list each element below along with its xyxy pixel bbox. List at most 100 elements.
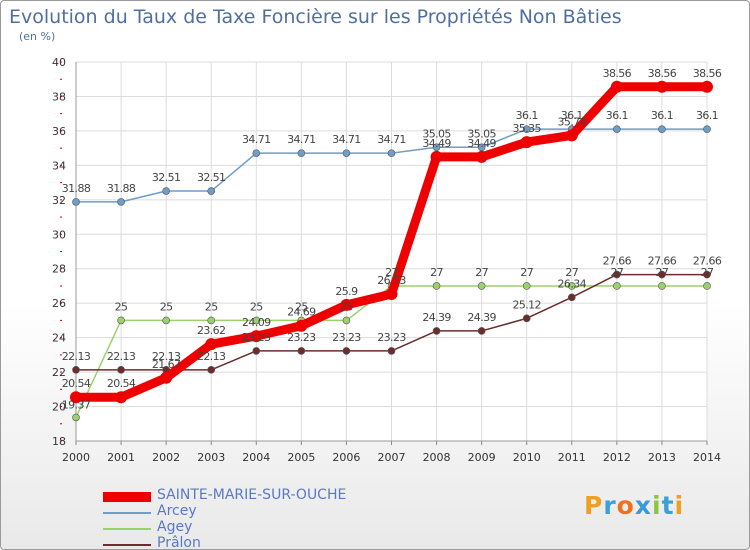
data-point-pr-lon [477,327,486,335]
legend-swatch [103,512,151,514]
data-label-sainte-marie-sur-ouche: 26.53 [377,274,406,287]
x-tick-label: 2001 [107,451,135,464]
y-tick-label: 36 [52,125,66,138]
proxiti-logo: Proxiti [584,491,685,520]
x-tick-label: 2014 [693,451,721,464]
data-label-pr-lon: 23.23 [377,331,406,344]
data-label-arcey: 31.88 [62,182,91,195]
data-label-pr-lon: 27.66 [693,255,722,268]
data-label-arcey: 34.71 [377,133,406,146]
data-point-arcey [522,125,531,133]
data-label-sainte-marie-sur-ouche: 38.56 [648,67,677,80]
data-point-pr-lon [432,327,441,335]
data-label-agey: 27 [520,266,533,279]
y-tick-label: 22 [52,366,66,379]
data-point-agey [342,316,351,325]
data-point-sainte-marie-sur-ouche [295,319,308,332]
data-point-arcey [252,149,261,157]
data-label-pr-lon: 25.12 [512,298,541,311]
data-label-sainte-marie-sur-ouche: 38.56 [693,67,722,80]
data-point-sainte-marie-sur-ouche [115,391,128,404]
data-label-pr-lon: 24.39 [422,311,451,324]
data-label-agey: 27 [385,266,398,279]
data-label-pr-lon: 26.34 [558,277,587,290]
data-label-agey: 27 [656,266,669,279]
data-label-agey: 19.37 [62,398,91,411]
data-point-arcey [297,149,306,157]
data-label-sainte-marie-sur-ouche: 34.49 [467,137,496,150]
data-label-arcey: 31.88 [107,182,136,195]
data-label-sainte-marie-sur-ouche: 20.54 [62,377,91,390]
data-point-pr-lon [72,366,80,374]
x-tick-label: 2005 [287,451,315,464]
legend-label: Prâlon [157,535,201,550]
data-point-agey [432,282,441,290]
data-label-sainte-marie-sur-ouche: 35.35 [512,122,541,135]
data-label-agey: 27 [565,266,578,279]
data-label-pr-lon: 22.13 [152,350,181,363]
data-point-pr-lon [387,347,396,355]
data-point-sainte-marie-sur-ouche [475,150,488,163]
data-label-agey: 25 [160,300,173,313]
x-tick-label: 2000 [62,451,90,464]
x-tick-label: 2007 [378,451,406,464]
data-point-sainte-marie-sur-ouche [205,338,218,351]
data-point-agey [117,316,125,325]
data-label-arcey: 36.1 [696,109,718,122]
data-label-pr-lon: 23.23 [242,331,271,344]
y-tick-label: 20 [52,401,66,414]
data-label-sainte-marie-sur-ouche: 21.67 [152,358,181,371]
data-point-arcey [387,149,396,157]
y-tick-label: 34 [52,159,66,172]
data-label-sainte-marie-sur-ouche: 25.9 [335,285,358,298]
data-point-agey [658,282,666,290]
x-tick-label: 2010 [513,451,541,464]
x-tick-label: 2006 [332,451,360,464]
data-point-agey [522,282,531,290]
chart-title: Evolution du Taux de Taxe Foncière sur l… [9,6,622,28]
data-label-sainte-marie-sur-ouche: 34.49 [422,137,451,150]
legend-label: SAINTE-MARIE-SUR-OUCHE [157,487,347,503]
data-point-sainte-marie-sur-ouche [250,330,263,343]
data-point-agey [162,316,170,325]
data-label-agey: 25 [250,300,263,313]
data-label-pr-lon: 24.39 [467,311,496,324]
data-label-arcey: 36.1 [516,109,538,122]
x-tick-label: 2011 [558,451,586,464]
data-point-sainte-marie-sur-ouche [340,298,353,311]
data-label-agey: 27 [475,266,488,279]
legend-swatch [103,528,151,530]
data-label-arcey: 35.05 [467,127,496,140]
data-label-arcey: 32.51 [152,171,181,184]
data-label-arcey: 36.1 [606,109,628,122]
data-point-sainte-marie-sur-ouche [385,288,398,301]
data-label-agey: 27 [430,266,443,279]
data-point-pr-lon [567,293,576,302]
data-label-pr-lon: 27.66 [603,255,632,268]
legend-label: Arcey [157,503,197,519]
data-label-arcey: 35.05 [422,127,451,140]
data-point-agey [567,282,576,290]
data-point-pr-lon [297,347,306,355]
data-point-sainte-marie-sur-ouche [70,391,82,404]
data-point-agey [613,282,621,290]
data-label-pr-lon: 27.66 [648,255,677,268]
data-point-arcey [658,125,666,133]
data-label-pr-lon: 23.23 [332,331,361,344]
data-point-sainte-marie-sur-ouche [160,371,173,384]
data-label-arcey: 34.71 [242,133,271,146]
y-tick-label: 30 [52,228,66,241]
data-point-pr-lon [207,366,216,374]
data-point-agey [703,282,711,290]
unit-label: (en %) [19,30,56,43]
data-point-sainte-marie-sur-ouche [430,150,443,163]
data-point-agey [207,316,216,325]
data-label-agey: 25 [295,300,308,313]
data-point-sainte-marie-sur-ouche [610,80,623,93]
y-tick-label: 28 [52,263,66,276]
data-label-sainte-marie-sur-ouche: 38.56 [603,67,632,80]
data-point-pr-lon [658,270,666,279]
data-point-arcey [703,125,711,133]
